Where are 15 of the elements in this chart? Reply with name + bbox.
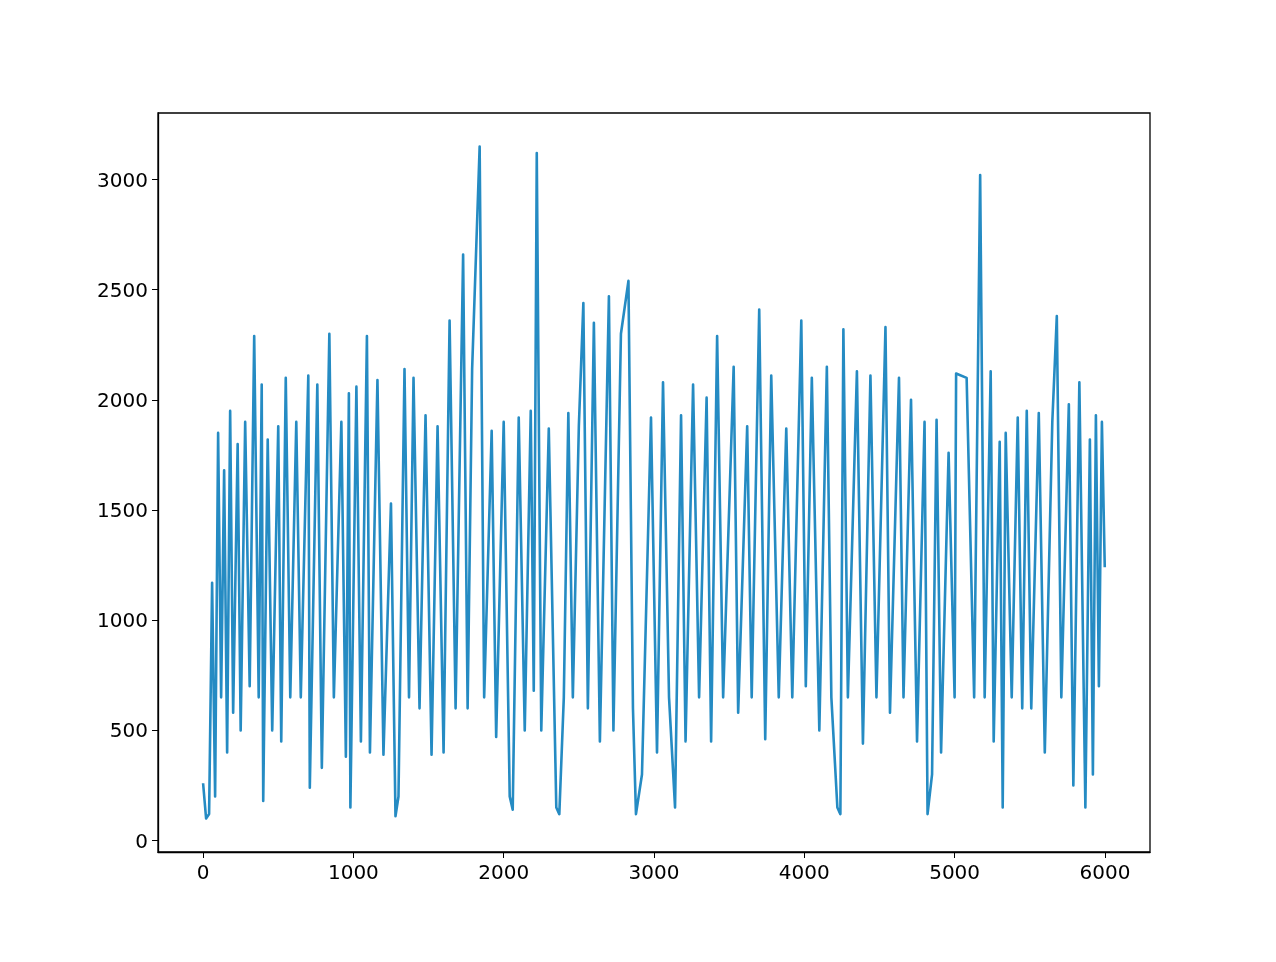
y-tick-label: 3000	[97, 167, 148, 192]
x-tick-label: 6000	[1079, 860, 1131, 884]
y-tick-label: 500	[109, 718, 148, 743]
y-tick-label: 2000	[97, 387, 148, 412]
y-tick-label: 2500	[97, 277, 148, 302]
x-tick-label: 2000	[478, 860, 530, 884]
x-tick-label: 3000	[628, 860, 680, 884]
x-tick-label: 5000	[929, 860, 981, 884]
y-tick-label: 1500	[97, 498, 148, 523]
x-tick-label: 1000	[327, 860, 379, 884]
y-tick-label: 0	[135, 828, 148, 853]
x-tick-label: 4000	[778, 860, 830, 884]
y-tick-label: 1000	[97, 608, 148, 633]
line-series	[201, 145, 1107, 820]
x-tick-label: 0	[196, 860, 210, 884]
